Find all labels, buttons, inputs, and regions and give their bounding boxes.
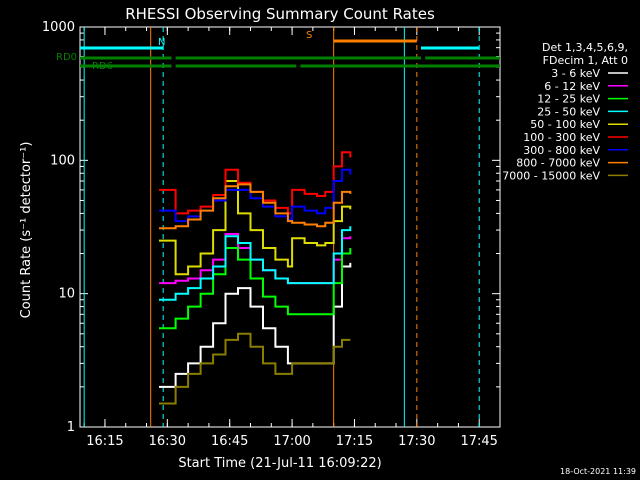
flag-label-s: S [306, 30, 312, 41]
plot-area: 1 10 100 1000 16:15 16:30 16:45 17:00 17:15 17:30… [42, 20, 501, 449]
flag-label-n: N [158, 37, 165, 48]
x-tick-label: 16:45 [211, 434, 248, 449]
series-line-8 [159, 332, 351, 405]
series-line-1 [159, 233, 352, 285]
x-tick-label: 17:15 [336, 434, 373, 449]
series-line-2 [159, 247, 352, 330]
series-line-5 [159, 151, 352, 215]
y-tick-label: 10 [58, 287, 75, 302]
flag-label-rd6: RD6 [92, 61, 113, 72]
timestamp: 18-Oct-2021 11:39 [560, 467, 636, 476]
flag-label-rd0: RD0 [56, 52, 77, 63]
legend-entry-label: 800 - 7000 keV [516, 157, 600, 170]
legend-entry-label: 3 - 6 keV [551, 67, 600, 80]
legend-entry-label: 50 - 100 keV [530, 118, 600, 131]
series-line-7 [159, 183, 352, 230]
legend-entry-label: 7000 - 15000 keV [502, 169, 600, 182]
x-tick-label: 16:15 [86, 434, 123, 449]
legend-entry-label: 12 - 25 keV [537, 93, 600, 106]
x-tick-label: 17:30 [398, 434, 435, 449]
x-tick-label: 17:45 [460, 434, 497, 449]
y-tick-label: 1 [67, 420, 75, 435]
axes-frame [79, 26, 501, 428]
legend-header-line-2: FDecim 1, Att 0 [543, 54, 628, 67]
x-axis-label: Start Time (21-Jul-11 16:09:22) [178, 456, 381, 471]
chart-title: RHESSI Observing Summary Count Rates [125, 5, 435, 23]
series-line-3 [159, 226, 352, 301]
legend-entry-label: 25 - 50 keV [537, 105, 600, 118]
legend-header-line-1: Det 1,3,4,5,6,9, [542, 41, 628, 54]
y-axis-label: Count Rate (s⁻¹ detector⁻¹) [19, 142, 34, 319]
x-tick-label: 17:00 [273, 434, 310, 449]
x-tick-label: 16:30 [149, 434, 186, 449]
series-line-4 [159, 180, 352, 276]
legend-entry-label: 300 - 800 keV [523, 144, 600, 157]
legend-entry-label: 100 - 300 keV [523, 131, 600, 144]
legend-entry-label: 6 - 12 keV [544, 80, 600, 93]
y-tick-label: 1000 [42, 20, 75, 35]
y-tick-label: 100 [50, 153, 75, 168]
